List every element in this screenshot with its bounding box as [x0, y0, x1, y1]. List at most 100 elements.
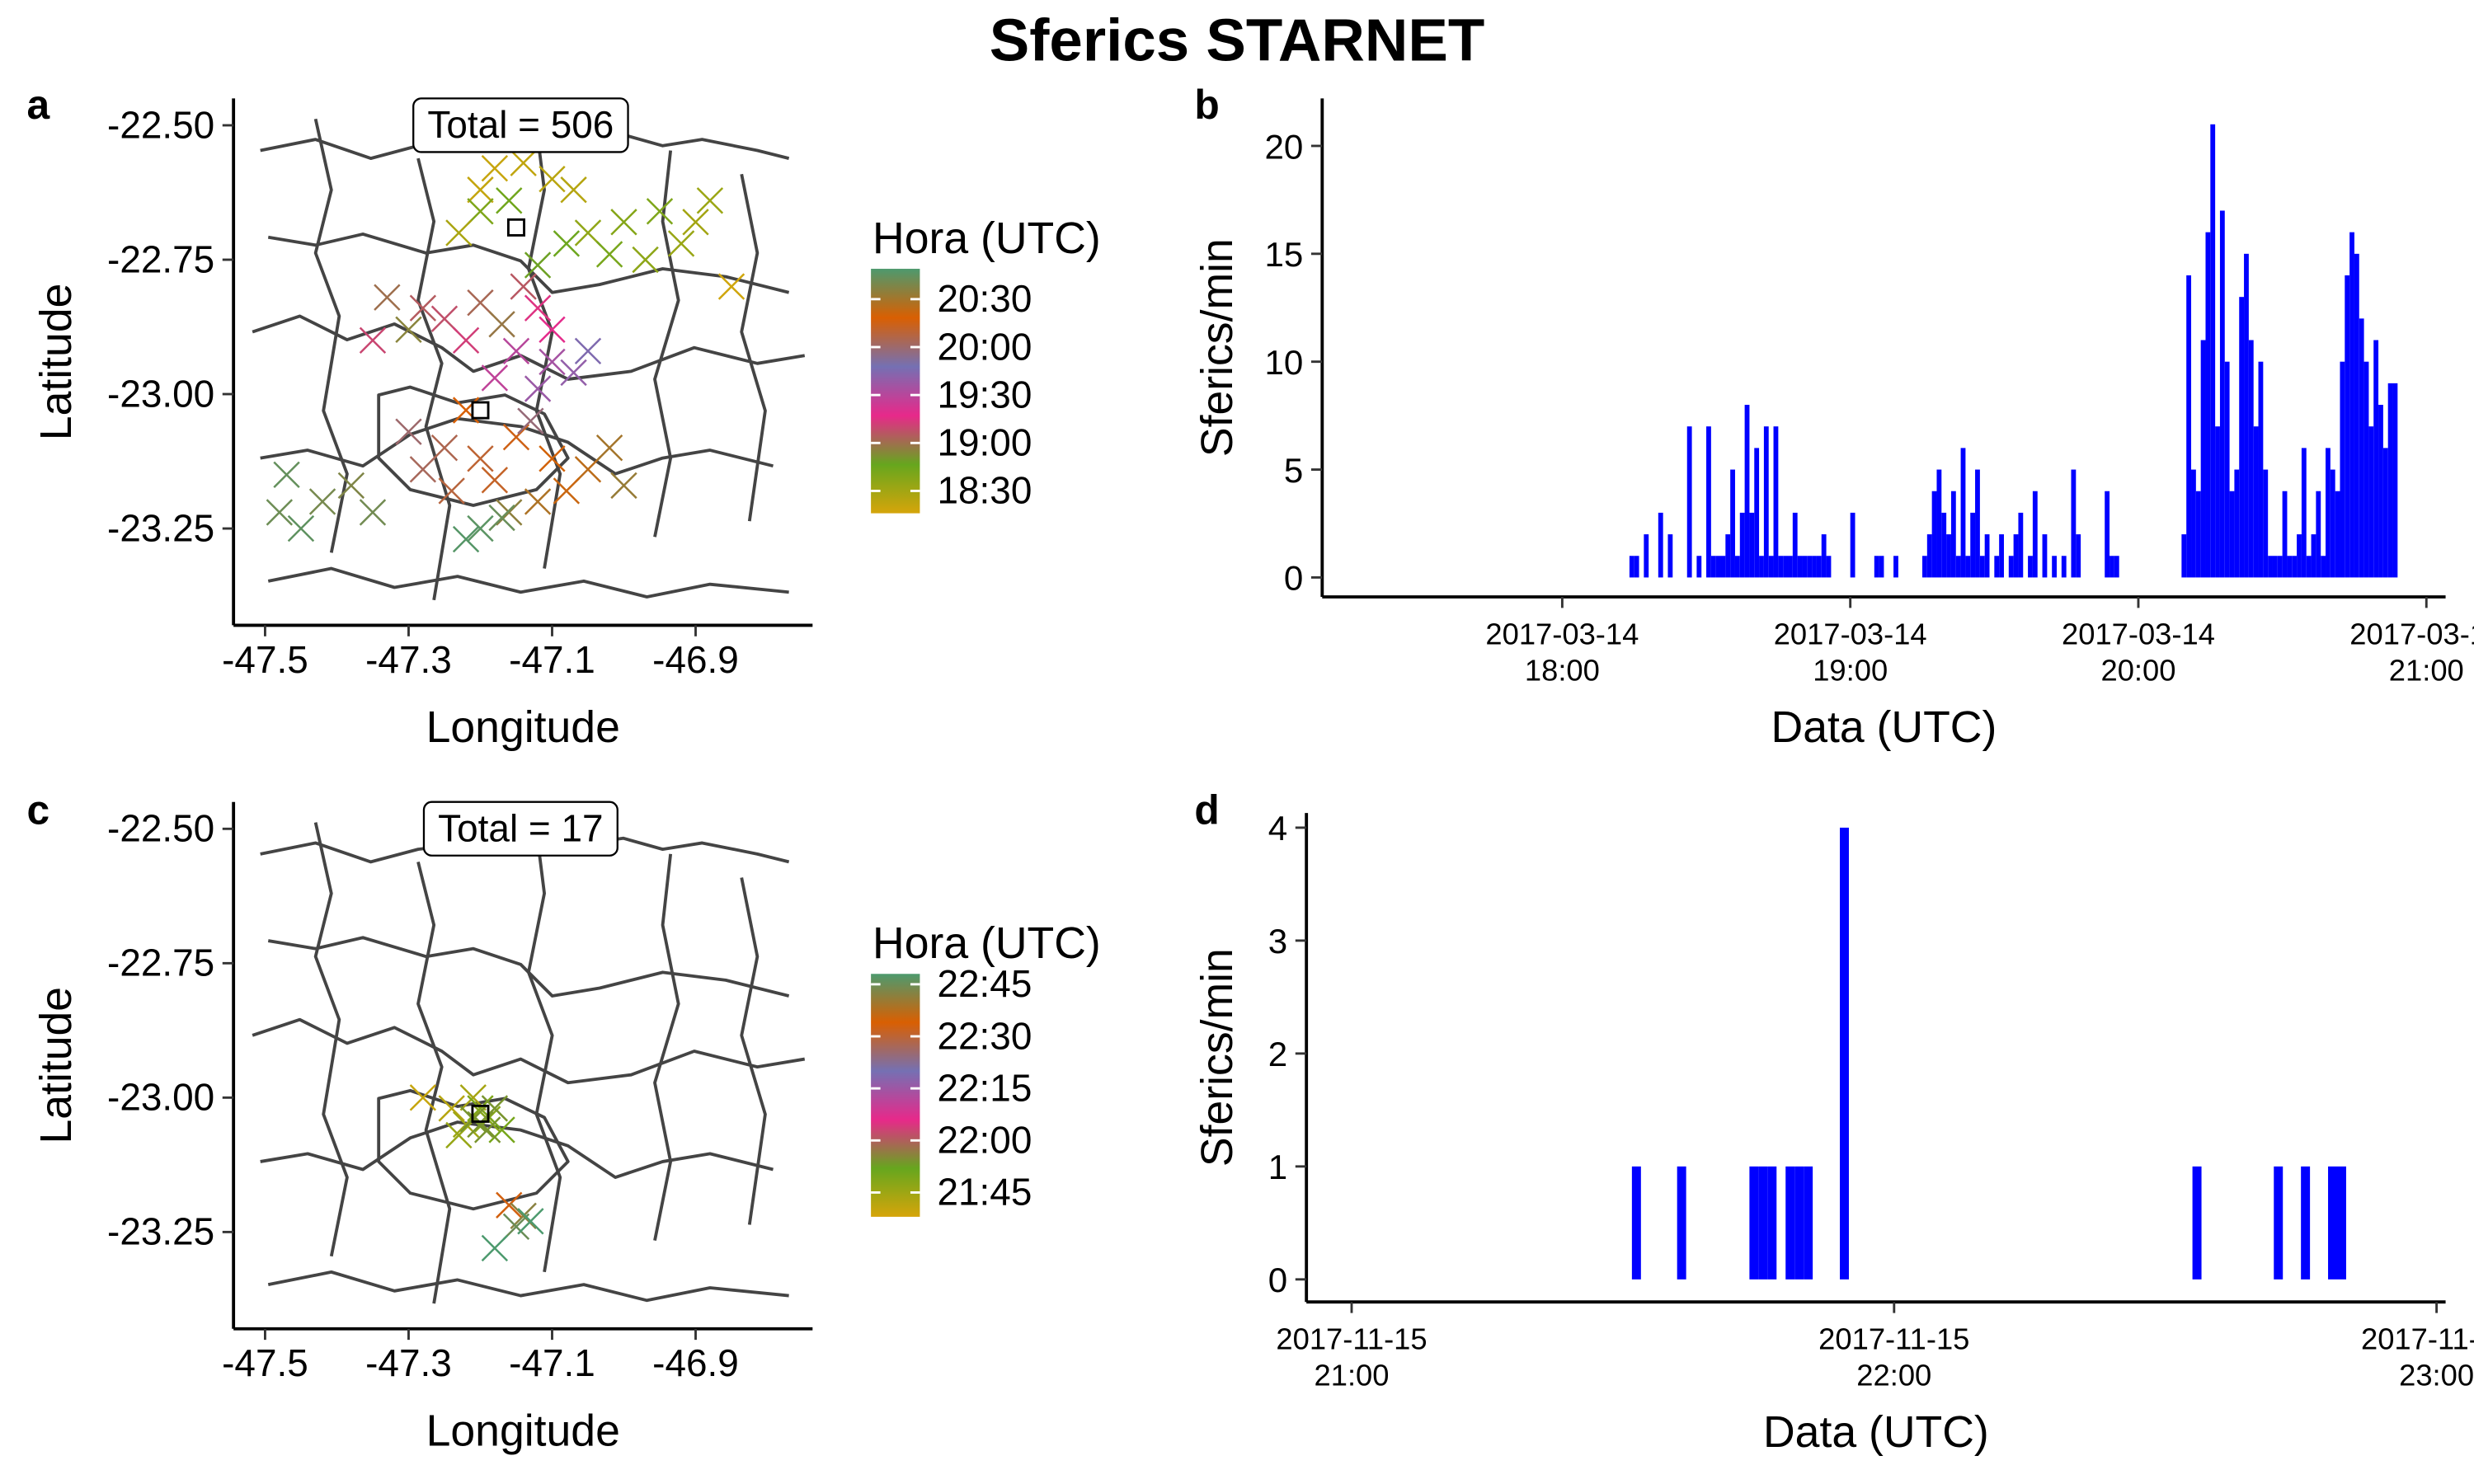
bar — [1749, 1166, 1759, 1280]
bar — [1644, 534, 1649, 578]
lightning-marker — [452, 326, 480, 355]
bar — [1922, 556, 1927, 578]
bar — [1778, 556, 1784, 578]
lightning-marker — [445, 1121, 473, 1149]
colorbar-tick-label: 18:30 — [937, 469, 1032, 512]
bar — [2378, 405, 2383, 578]
y-axis-title: Latitude — [32, 987, 81, 1144]
colorbar-title: Hora (UTC) — [872, 919, 1101, 968]
bar — [2008, 556, 2014, 578]
bar — [2292, 556, 2298, 578]
bar — [1931, 491, 1937, 578]
bar — [2382, 448, 2388, 578]
bar — [2354, 253, 2359, 578]
x-axis-title: Data (UTC) — [1771, 703, 1997, 752]
bar — [2316, 491, 2321, 578]
bar — [1631, 1166, 1641, 1280]
lightning-marker — [409, 1084, 437, 1111]
lightning-marker — [452, 525, 480, 553]
bar — [2306, 556, 2312, 578]
lightning-marker — [717, 273, 745, 300]
bar — [1812, 556, 1817, 578]
bar — [2373, 340, 2379, 578]
bar — [1941, 512, 1947, 578]
lightning-marker — [337, 472, 365, 500]
bar — [2337, 1166, 2346, 1280]
lightning-marker — [524, 488, 552, 515]
total-annotation: Total = 506 — [427, 103, 614, 146]
bar — [2363, 361, 2369, 578]
bar — [1739, 512, 1745, 578]
bar — [1634, 556, 1639, 578]
lightning-marker — [481, 1234, 509, 1262]
total-annotation: Total = 17 — [438, 807, 603, 850]
lightning-marker — [539, 445, 566, 472]
bar — [2013, 534, 2019, 578]
y-tick-label: -22.75 — [107, 942, 214, 984]
lightning-marker — [574, 456, 602, 483]
x-tick-label: -47.3 — [365, 638, 452, 681]
lightning-marker — [481, 364, 509, 392]
bar — [1960, 448, 1966, 578]
lightning-marker — [553, 230, 581, 257]
bar — [1893, 556, 1898, 578]
bar — [1850, 512, 1856, 578]
colorbar-tick-label: 20:00 — [937, 325, 1032, 368]
bar — [1936, 469, 1942, 578]
lightning-marker — [359, 499, 387, 526]
bar — [2311, 534, 2316, 578]
bar — [1879, 556, 1884, 578]
bar — [2287, 556, 2293, 578]
bar — [1629, 556, 1634, 578]
lightning-marker — [610, 209, 637, 236]
bar — [1840, 827, 1849, 1280]
bar — [1788, 556, 1793, 578]
y-tick-label: 15 — [1265, 235, 1304, 274]
bar — [2215, 426, 2220, 578]
x-tick-label: 2017-11-15 22:00 — [1818, 1322, 1969, 1392]
bar — [2244, 253, 2249, 578]
figure-title: Sferics STARNET — [990, 7, 1485, 73]
station — [506, 218, 525, 237]
lightning-marker — [395, 418, 422, 445]
lightning-marker — [696, 187, 724, 214]
colorbar-title: Hora (UTC) — [872, 214, 1101, 263]
bar — [2200, 340, 2206, 578]
lightning-marker — [560, 359, 587, 387]
lightning-marker — [553, 477, 581, 505]
y-tick-label: 4 — [1268, 809, 1287, 848]
bar — [1696, 556, 1702, 578]
lightning-marker — [438, 477, 465, 505]
lightning-marker — [488, 1116, 515, 1144]
panel-tag: a — [27, 82, 50, 128]
bar — [1965, 556, 1971, 578]
colorbar-tick-label: 21:45 — [937, 1171, 1032, 1214]
x-tick-label: -47.3 — [365, 1341, 452, 1384]
bar — [1874, 556, 1879, 578]
colorbar-tick-label: 22:00 — [937, 1119, 1032, 1162]
x-tick-label: -46.9 — [652, 638, 739, 681]
bar — [2205, 232, 2211, 578]
lightning-marker — [595, 434, 623, 462]
bar — [1802, 556, 1808, 578]
x-tick-label: 2017-03-1421:00 — [2349, 617, 2474, 687]
lightning-marker — [266, 499, 294, 526]
bar — [2345, 275, 2350, 578]
bar — [1767, 1166, 1777, 1280]
lightning-marker — [467, 176, 494, 204]
y-tick-label: 0 — [1268, 1261, 1287, 1299]
y-tick-label: 10 — [1265, 343, 1304, 382]
bar — [1946, 534, 1951, 578]
y-tick-label: 20 — [1265, 127, 1304, 166]
bar — [1715, 556, 1721, 578]
bar — [2109, 556, 2114, 578]
bar — [1734, 556, 1740, 578]
bar — [2052, 556, 2058, 578]
bar — [1994, 556, 2000, 578]
y-tick-label: 5 — [1284, 451, 1303, 490]
bar — [1744, 405, 1750, 578]
bar — [2301, 1166, 2311, 1280]
bar — [1725, 534, 1731, 578]
